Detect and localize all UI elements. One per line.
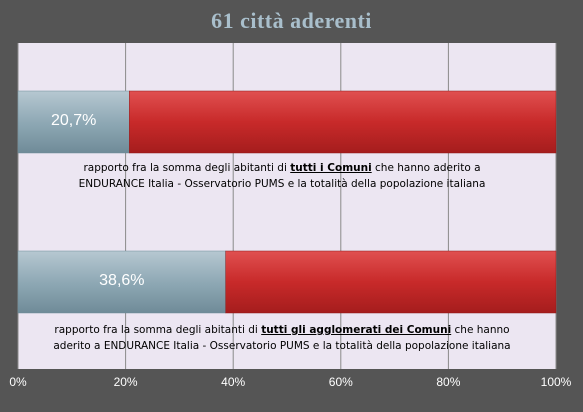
caption-2-line2: aderito a ENDURANCE Italia - Osservatori…: [53, 340, 511, 352]
caption-2-pre: rapporto fra la somma degli abitanti di: [54, 324, 262, 336]
caption-1-post: che hanno aderito a: [371, 162, 481, 174]
x-tick-label: 100%: [540, 375, 572, 389]
chart-title: 61 città aderenti: [211, 8, 372, 33]
x-tick-label: 20%: [113, 375, 138, 389]
bar-remainder-2: [225, 250, 557, 314]
caption-1-line2: ENDURANCE Italia - Osservatorio PUMS e l…: [78, 178, 486, 190]
bar-remainder-1: [129, 90, 557, 154]
bar-value-1: [17, 90, 130, 154]
caption-1-bold: tutti i Comuni: [290, 162, 372, 174]
caption-2-post: che hanno: [451, 324, 510, 336]
x-tick-label: 40%: [221, 375, 246, 389]
caption-1-pre: rapporto fra la somma degli abitanti di: [83, 162, 291, 174]
bar-value-2: [17, 250, 226, 314]
x-tick-label: 80%: [436, 375, 461, 389]
x-tick-label: 60%: [328, 375, 353, 389]
x-tick-label: 0%: [9, 375, 27, 389]
caption-2-bold: tutti gli agglomerati dei Comuni: [261, 324, 452, 336]
caption-2: rapporto fra la somma degli abitanti di …: [20, 322, 544, 354]
caption-1: rapporto fra la somma degli abitanti di …: [40, 160, 524, 192]
bar-data-label-2: 38,6%: [99, 272, 145, 289]
bar-data-label-1: 20,7%: [50, 112, 97, 129]
